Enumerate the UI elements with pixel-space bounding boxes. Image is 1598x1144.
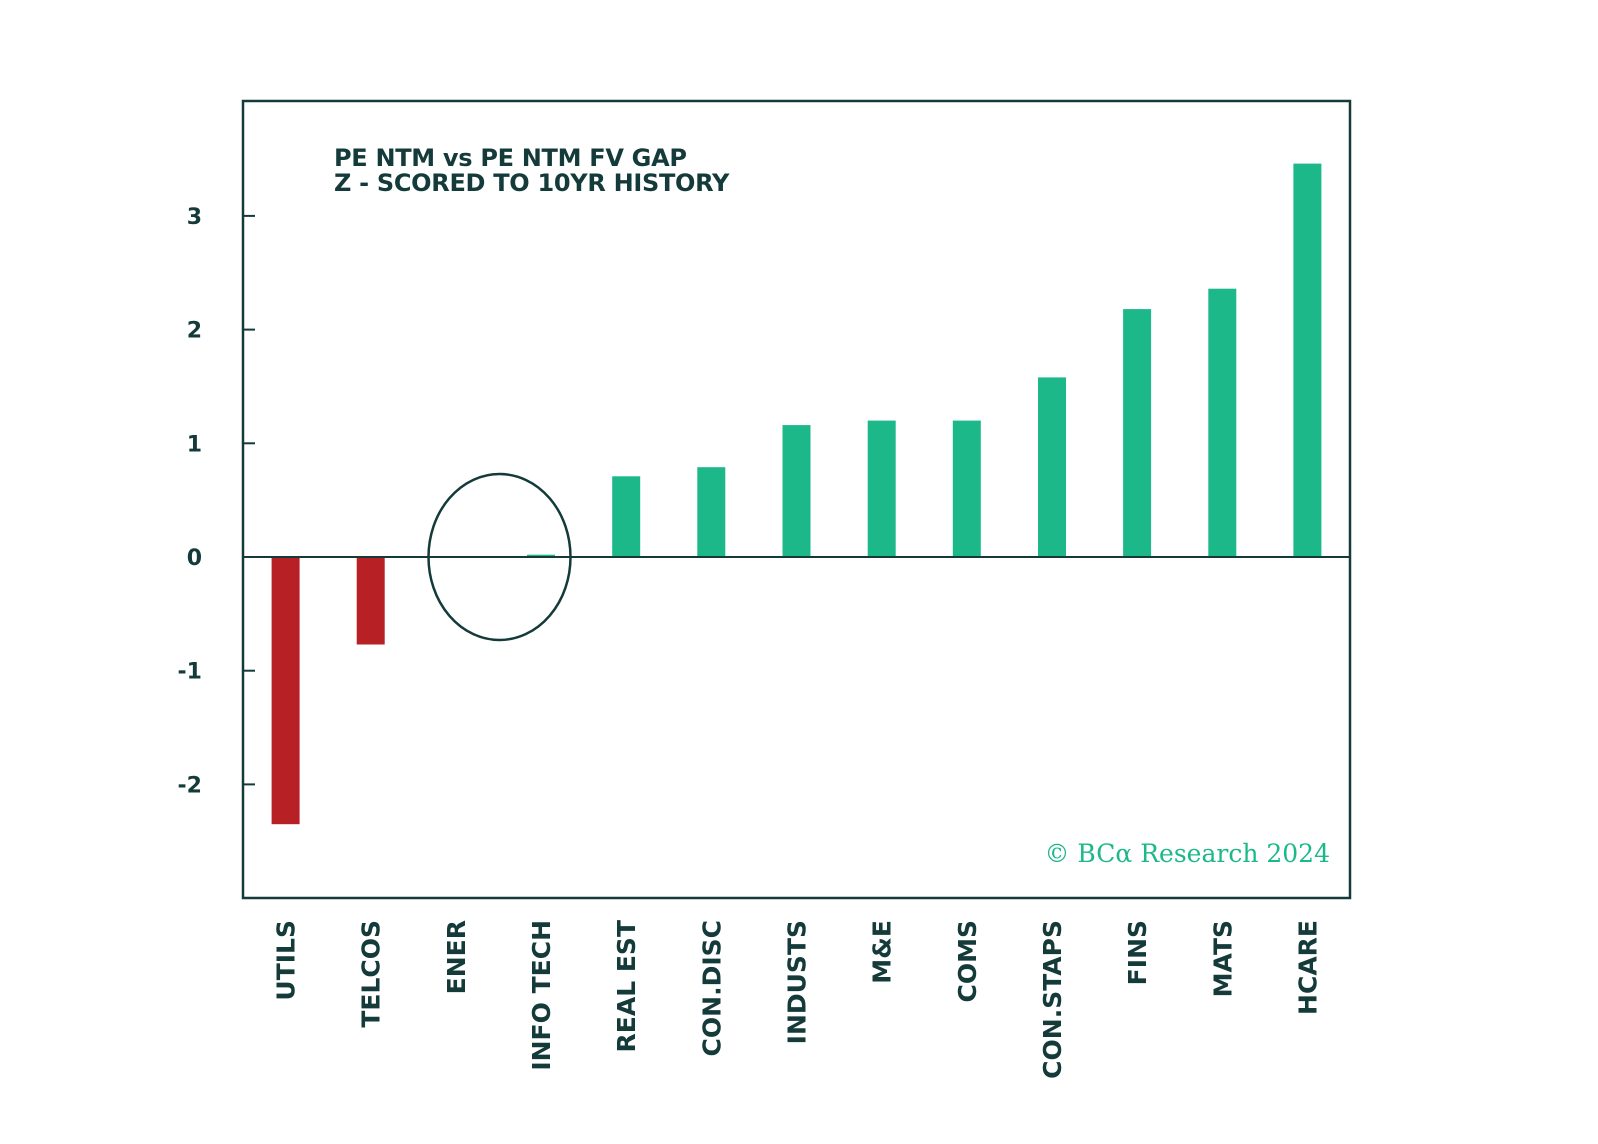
bar-coms (952, 420, 981, 557)
y-axis: 3 2 1 0 -1 -2 (178, 205, 255, 798)
bar-con-staps (1038, 377, 1066, 557)
bar-industs (782, 425, 811, 557)
y-tick-label: 1 (187, 432, 202, 457)
x-tick-label: ENER (442, 920, 471, 994)
bar-real-est (612, 476, 641, 557)
y-tick-label: 3 (187, 205, 202, 230)
bar-fins (1123, 309, 1152, 557)
x-tick-label: UTILS (272, 920, 301, 1001)
x-tick-label: M&E (868, 920, 897, 984)
bar-info-tech (527, 554, 555, 557)
bar-utils (271, 557, 300, 825)
y-tick-label: -2 (178, 773, 202, 798)
chart-title-line-1: PE NTM vs PE NTM FV GAP (334, 144, 687, 172)
bar-telcos (356, 557, 385, 645)
bar-con-disc (697, 467, 726, 557)
bar-m-e (867, 420, 896, 557)
x-tick-label: INDUSTS (783, 920, 812, 1044)
x-tick-label: CON.DISC (697, 920, 726, 1056)
x-axis-labels: UTILS TELCOS ENER INFO TECH REAL EST CON.DISC… (272, 920, 1323, 1079)
x-tick-label: MATS (1208, 920, 1237, 997)
highlight-ellipse (427, 472, 572, 642)
x-tick-label: COMS (953, 920, 982, 1002)
bar-mats (1208, 288, 1237, 557)
chart-title-line-2: Z - SCORED TO 10YR HISTORY (334, 169, 730, 197)
x-tick-label: TELCOS (357, 920, 386, 1028)
x-tick-label: HCARE (1293, 920, 1322, 1015)
copyright-notice: © BCα Research 2024 (1044, 839, 1330, 868)
x-tick-label: FINS (1123, 920, 1152, 985)
x-tick-label: REAL EST (612, 920, 641, 1052)
x-tick-label: INFO TECH (527, 920, 556, 1071)
bar-hcare (1293, 163, 1322, 557)
y-tick-label: -1 (178, 660, 202, 685)
plot-frame (241, 99, 1352, 900)
y-tick-label: 2 (187, 319, 202, 344)
x-tick-label: CON.STAPS (1038, 920, 1067, 1079)
y-tick-label: 0 (187, 546, 202, 571)
bars-layer (271, 163, 1322, 825)
